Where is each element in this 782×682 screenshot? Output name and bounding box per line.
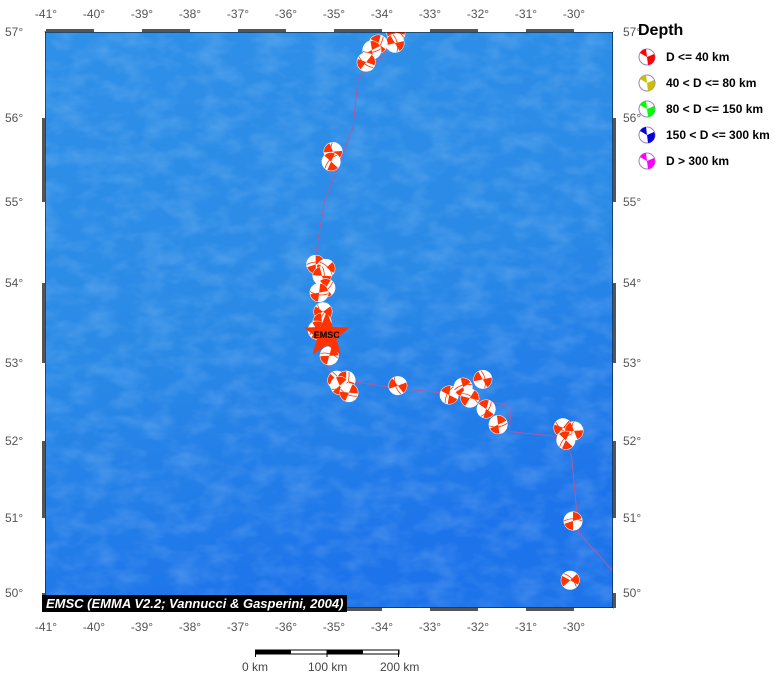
focal-mechanism-beachball[interactable]	[457, 386, 482, 411]
beachball-icon	[638, 48, 656, 66]
longitude-tick-label: -36°	[275, 620, 297, 634]
longitude-tick-label: -40°	[83, 620, 105, 634]
scale-label-100: 100 km	[308, 660, 348, 674]
latitude-tick-label: 54°	[5, 276, 23, 290]
focal-mechanism-beachball[interactable]	[488, 414, 508, 435]
latitude-tick-label: 57°	[5, 25, 23, 39]
latitude-tick-label: 50°	[623, 586, 641, 600]
longitude-tick-label: -32°	[467, 7, 489, 21]
longitude-tick-label: -36°	[275, 7, 297, 21]
focal-mechanism-beachball[interactable]	[553, 427, 578, 452]
focal-mechanism-beachball[interactable]	[563, 511, 583, 531]
legend-item: 40 < D <= 80 km	[638, 70, 770, 96]
latitude-tick-label: 50°	[5, 586, 23, 600]
star-icon[interactable]	[304, 311, 350, 355]
latitude-tick-label: 51°	[623, 511, 641, 525]
longitude-tick-label: -41°	[35, 620, 57, 634]
longitude-tick-label: -33°	[419, 7, 441, 21]
axis-ticks: -41° -41° -40° -40° -39° -39° -38° -38° -37° -37°…	[5, 7, 641, 634]
scale-label-0: 0 km	[242, 660, 269, 674]
longitude-tick-label: -39°	[131, 7, 153, 21]
longitude-tick-label: -33°	[419, 620, 441, 634]
longitude-tick-label: -40°	[83, 7, 105, 21]
longitude-tick-label: -34°	[371, 620, 393, 634]
latitude-tick-label: 53°	[623, 356, 641, 370]
longitude-tick-label: -38°	[179, 620, 201, 634]
legend-item: 150 < D <= 300 km	[638, 122, 770, 148]
legend-item: D > 300 km	[638, 148, 770, 174]
scale-bar: 0 km 100 km 200 km	[225, 648, 425, 682]
latitude-tick-label: 55°	[5, 195, 23, 209]
longitude-tick-label: -37°	[227, 7, 249, 21]
latitude-tick-label: 51°	[5, 511, 23, 525]
depth-legend: Depth D <= 40 km 40 < D <= 80 km 80 < D <=…	[638, 22, 770, 174]
longitude-tick-label: -32°	[467, 620, 489, 634]
scale-bar-graphic	[255, 649, 400, 657]
focal-mechanism-beachball[interactable]	[472, 369, 493, 390]
longitude-tick-label: -41°	[35, 7, 57, 21]
longitude-tick-label: -31°	[515, 620, 537, 634]
focal-mechanism-beachball[interactable]	[309, 283, 329, 303]
focal-mechanism-beachball[interactable]	[318, 149, 343, 174]
longitude-tick-label: -30°	[563, 620, 585, 634]
latitude-tick-label: 56°	[623, 111, 641, 125]
latitude-tick-label: 55°	[623, 195, 641, 209]
longitude-tick-label: -37°	[227, 620, 249, 634]
latitude-tick-label: 53°	[5, 356, 23, 370]
legend-label: 80 < D <= 150 km	[666, 102, 764, 116]
emsc-epicenter-star[interactable]: EMSC	[304, 311, 350, 355]
latitude-tick-label: 52°	[623, 434, 641, 448]
focal-mechanism-beachball[interactable]	[557, 568, 582, 593]
scale-label-200: 200 km	[380, 660, 420, 674]
beachball-icon	[638, 100, 656, 118]
latitude-tick-label: 56°	[5, 111, 23, 125]
legend-item: 80 < D <= 150 km	[638, 96, 770, 122]
legend-label: D > 300 km	[666, 154, 730, 168]
data-credit: EMSC (EMMA V2.2; Vannucci & Gasperini, 2…	[42, 595, 348, 612]
legend-title: Depth	[638, 22, 684, 39]
longitude-tick-label: -38°	[179, 7, 201, 21]
legend-label: 40 < D <= 80 km	[666, 76, 757, 90]
longitude-tick-label: -39°	[131, 620, 153, 634]
longitude-tick-label: -35°	[323, 620, 345, 634]
focal-mechanisms	[306, 32, 584, 593]
longitude-tick-label: -35°	[323, 7, 345, 21]
star-label: EMSC	[314, 330, 341, 340]
longitude-tick-label: -31°	[515, 7, 537, 21]
beachball-icon	[638, 74, 656, 92]
focal-mechanism-beachball[interactable]	[437, 383, 461, 407]
legend-label: 150 < D <= 300 km	[666, 128, 770, 142]
legend-item: D <= 40 km	[638, 44, 770, 70]
beachball-icon	[638, 152, 656, 170]
latitude-tick-label: 52°	[5, 434, 23, 448]
focal-mechanism-beachball[interactable]	[354, 49, 379, 74]
latitude-tick-label: 57°	[623, 25, 641, 39]
latitude-tick-label: 54°	[623, 276, 641, 290]
longitude-tick-label: -30°	[563, 7, 585, 21]
focal-mechanism-beachball[interactable]	[386, 374, 409, 397]
focal-mechanism-beachball[interactable]	[337, 381, 361, 405]
legend-label: D <= 40 km	[666, 50, 730, 64]
focal-mechanism-beachball[interactable]	[474, 396, 499, 421]
beachball-icon	[638, 126, 656, 144]
longitude-tick-label: -34°	[371, 7, 393, 21]
